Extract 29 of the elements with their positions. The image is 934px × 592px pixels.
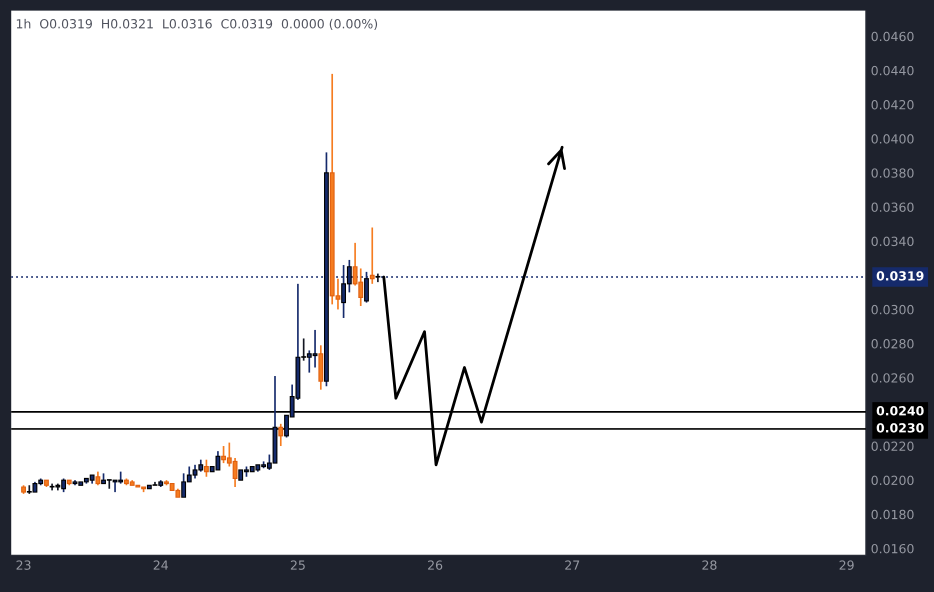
x-tick-label: 29: [840, 560, 854, 570]
candlestick: [95, 470, 100, 486]
candlestick: [370, 226, 375, 285]
y-tick-label: 0.0160: [872, 544, 914, 554]
text: 1h O0.0319 H0.0321 L0.0316 C0.0319 0.0000 (0.00%): [16, 18, 378, 30]
y-tick-label: 0.0260: [872, 373, 914, 383]
y-tick-label: 0.0220: [872, 442, 914, 451]
y-tick-label: 0.0340: [872, 236, 914, 246]
x-tick-label: 26: [428, 560, 442, 570]
x-tick-label: 28: [702, 560, 717, 570]
x-tick-label: 25: [290, 560, 305, 570]
y-tick-label: 0.0360: [872, 202, 914, 212]
x-tick-label: 24: [154, 560, 168, 570]
x-tick-label: 27: [565, 560, 580, 570]
y-tick-label: 0.0420: [872, 100, 914, 110]
ref-line-label: 0.0230: [876, 423, 924, 433]
y-tick-label: 0.0460: [872, 32, 914, 42]
y-tick-label: 0.0280: [872, 339, 914, 349]
candlestick: [204, 458, 209, 478]
y-tick-label: 0.0200: [872, 476, 914, 486]
ref-line-label: 0.0319: [876, 271, 924, 281]
y-tick-label: 0.0440: [872, 66, 914, 76]
y-tick-label: 0.0380: [872, 168, 914, 178]
x-tick-label: 23: [16, 560, 31, 570]
ref-line-label: 0.0240: [876, 406, 924, 416]
y-tick-label: 0.0300: [872, 304, 914, 314]
y-tick-label: 0.0180: [872, 510, 914, 520]
y-tick-label: 0.0400: [872, 134, 914, 144]
candlestick: [278, 422, 284, 447]
